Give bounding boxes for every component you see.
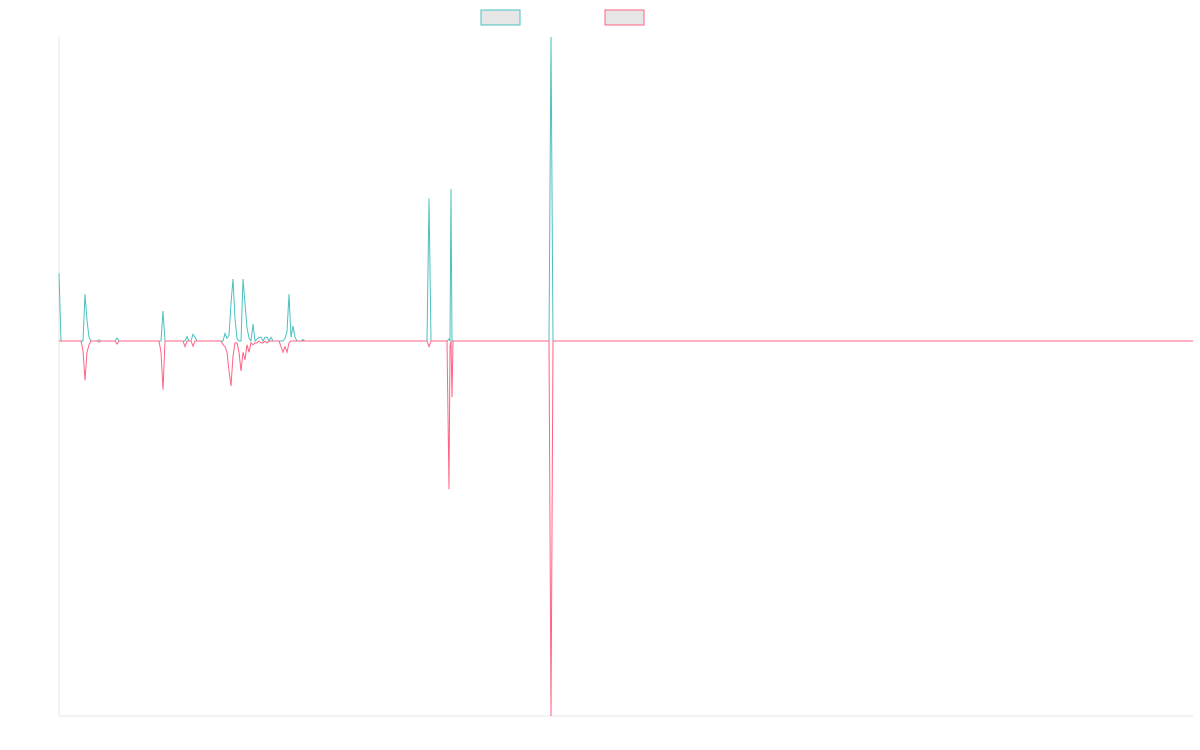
series-line-2 xyxy=(59,340,1193,717)
legend-swatch-2[interactable] xyxy=(604,9,645,26)
legend-swatch-1[interactable] xyxy=(480,9,521,26)
legend xyxy=(480,9,645,26)
series-line-1 xyxy=(58,36,1193,343)
series-layer xyxy=(58,36,1193,717)
